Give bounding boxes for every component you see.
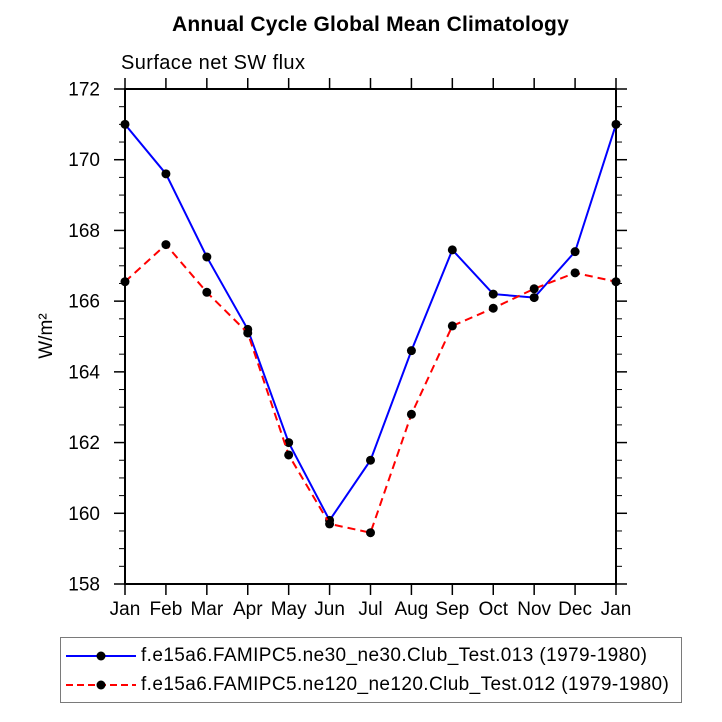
- svg-text:Jan: Jan: [110, 599, 141, 620]
- legend-box: f.e15a6.FAMIPC5.ne30_ne30.Club_Test.013 …: [60, 637, 682, 703]
- legend-item-ne30: f.e15a6.FAMIPC5.ne30_ne30.Club_Test.013 …: [65, 643, 681, 669]
- svg-text:Jul: Jul: [358, 599, 382, 620]
- svg-text:170: 170: [68, 150, 100, 171]
- svg-text:Sep: Sep: [435, 599, 469, 620]
- svg-text:Mar: Mar: [190, 599, 223, 620]
- svg-text:Jun: Jun: [314, 599, 345, 620]
- svg-text:Dec: Dec: [558, 599, 592, 620]
- svg-text:Apr: Apr: [233, 599, 263, 620]
- legend-label-ne120: f.e15a6.FAMIPC5.ne120_ne120.Club_Test.01…: [141, 673, 670, 695]
- svg-text:164: 164: [68, 362, 100, 383]
- legend-label-ne30: f.e15a6.FAMIPC5.ne30_ne30.Club_Test.013 …: [141, 644, 648, 666]
- svg-text:May: May: [271, 599, 307, 620]
- chart-subtitle: Surface net SW flux: [121, 52, 306, 74]
- svg-text:166: 166: [68, 292, 100, 313]
- svg-text:168: 168: [68, 221, 100, 242]
- svg-text:Feb: Feb: [150, 599, 183, 620]
- svg-text:Aug: Aug: [395, 599, 429, 620]
- svg-text:Oct: Oct: [478, 599, 508, 620]
- legend-item-ne120: f.e15a6.FAMIPC5.ne120_ne120.Club_Test.01…: [65, 672, 681, 698]
- chart-title: Annual Cycle Global Mean Climatology: [172, 13, 569, 36]
- svg-text:160: 160: [68, 504, 100, 525]
- legend-line-sample-solid-icon: [66, 651, 136, 660]
- svg-text:172: 172: [68, 80, 100, 101]
- svg-text:162: 162: [68, 433, 100, 454]
- svg-text:Nov: Nov: [517, 599, 551, 620]
- svg-text:Jan: Jan: [601, 599, 632, 620]
- svg-text:158: 158: [68, 575, 100, 596]
- legend-line-sample-dashed-icon: [66, 680, 136, 689]
